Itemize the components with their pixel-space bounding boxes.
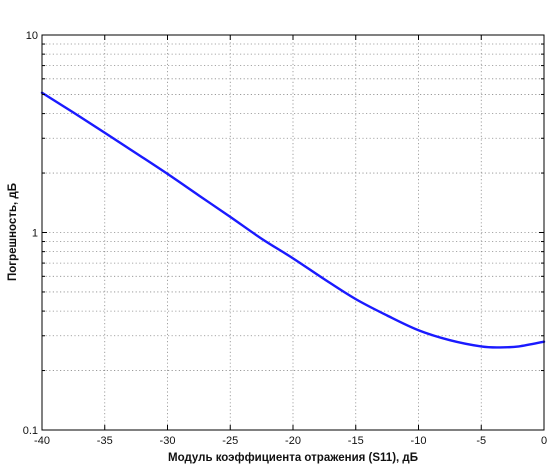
y-axis-label: Погрешность, дБ xyxy=(7,183,19,281)
x-tick-label: -5 xyxy=(476,435,486,447)
x-tick-label: -10 xyxy=(411,435,427,447)
axis-ticks xyxy=(41,35,545,430)
series-line xyxy=(40,91,546,349)
y-tick-label: 1 xyxy=(32,228,38,240)
y-tick-label: 10 xyxy=(26,30,38,42)
x-tick-label: -20 xyxy=(285,435,301,447)
x-tick-label: -35 xyxy=(97,435,113,447)
x-tick-label: -30 xyxy=(160,435,176,447)
y-tick-label: 0.1 xyxy=(23,425,38,437)
x-tick-label: 0 xyxy=(541,435,547,447)
x-tick-label: -25 xyxy=(222,435,238,447)
grid-lines xyxy=(42,35,544,430)
x-tick-label: -40 xyxy=(34,435,50,447)
x-axis-label: Модуль коэффициента отражения (S11), дБ xyxy=(168,452,418,464)
series-layer xyxy=(40,91,546,349)
tick-labels: -40 -35 -30 -25 -20 -15 -10 -5 0 0.1 1 10 xyxy=(23,30,547,447)
x-tick-label: -15 xyxy=(348,435,364,447)
